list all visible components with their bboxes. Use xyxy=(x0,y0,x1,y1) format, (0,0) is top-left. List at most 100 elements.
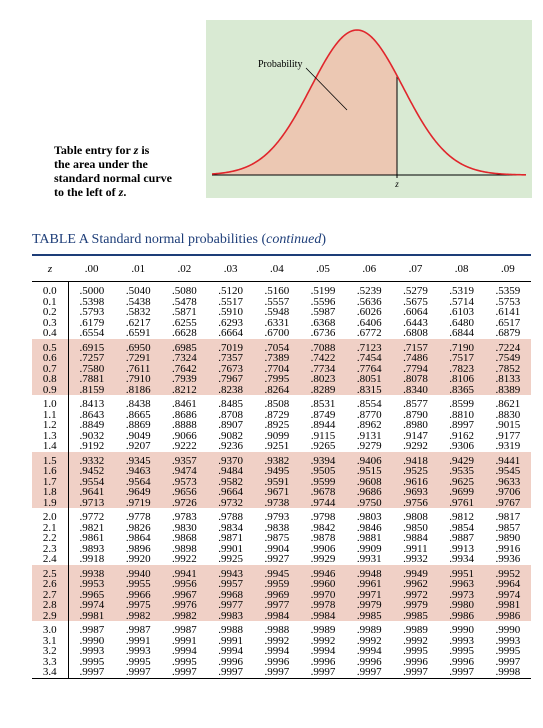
probability-cell: .7389 xyxy=(253,353,300,364)
probability-cell: .9968 xyxy=(207,589,254,600)
probability-cell: .6217 xyxy=(125,316,151,329)
probability-cell: .6808 xyxy=(403,327,428,339)
probability-cell: .8749 xyxy=(310,408,336,421)
probability-cell: .9943 xyxy=(207,564,254,579)
probability-cell: .9973 xyxy=(438,589,485,600)
column-header: .07 xyxy=(392,256,439,282)
table-row: 0.7.7580.7611.7642.7673.7704.7734.7764.7… xyxy=(32,363,531,374)
probability-cell: .6331 xyxy=(264,316,290,329)
z-value-cell: 1.3 xyxy=(32,430,69,441)
probability-cell: .7764 xyxy=(346,363,393,374)
probability-cell: .6950 xyxy=(115,338,162,353)
probability-cell: .9798 xyxy=(310,511,336,523)
column-header: .04 xyxy=(253,256,300,282)
probability-cell: .8962 xyxy=(356,419,382,431)
z-value-cell: 0.9 xyxy=(32,384,69,395)
table-row: 2.8.9974.9975.9976.9977.9977.9978.9979.9… xyxy=(32,600,531,611)
probability-cell: .5239 xyxy=(356,285,382,297)
probability-cell: .9744 xyxy=(299,497,347,508)
z-value-cell: 1.7 xyxy=(32,476,69,487)
table-row: 0.2 .5793 .5832 .5871 .5910 .5948 .5987 .6026 .6… xyxy=(32,307,531,318)
probability-cell: .9864 xyxy=(125,532,151,544)
probability-cell: .9826 xyxy=(125,521,151,534)
z-value-cell: 3.2 xyxy=(32,646,69,657)
probability-cell: .6141 xyxy=(495,306,521,318)
probability-cell: .9990 xyxy=(79,634,105,647)
probability-cell: .9948 xyxy=(346,564,393,579)
probability-cell: .9911 xyxy=(403,542,428,555)
probability-cell: .9591 xyxy=(253,476,300,487)
probability-cell: .9066 xyxy=(172,429,197,442)
probability-cell: .9940 xyxy=(115,564,162,579)
probability-cell: .9994 xyxy=(172,645,197,657)
z-value-cell: 1.1 xyxy=(32,409,69,420)
probability-cell: .9938 xyxy=(68,564,116,579)
probability-cell: .7454 xyxy=(346,353,393,364)
probability-cell: .9505 xyxy=(299,466,347,477)
probability-cell: .7157 xyxy=(392,338,439,353)
probability-cell: .8212 xyxy=(161,384,208,395)
z-value-cell: 0.0 xyxy=(32,281,69,297)
probability-cell: .9881 xyxy=(356,532,382,544)
z-value-cell: 2.5 xyxy=(32,564,69,579)
probability-cell: .9980 xyxy=(438,600,485,611)
probability-cell: .9967 xyxy=(161,589,208,600)
z-value-cell: 2.0 xyxy=(32,508,69,523)
z-value-cell: 1.2 xyxy=(32,420,69,431)
probability-cell: .9821 xyxy=(79,521,105,534)
probability-cell: .9927 xyxy=(264,553,290,565)
probability-cell: .9896 xyxy=(125,542,151,555)
probability-cell: .9515 xyxy=(346,466,393,477)
probability-cell: .9996 xyxy=(403,655,428,668)
probability-cell: .9916 xyxy=(495,542,521,555)
table-row: 2.9.9981.9982.9982.9983.9984.9984.9985.9… xyxy=(32,610,531,621)
probability-cell: .9838 xyxy=(264,521,290,534)
z-value-cell: 1.4 xyxy=(32,441,69,452)
probability-cell: .9545 xyxy=(484,466,531,477)
probability-cell: .9981 xyxy=(68,610,116,621)
z-value-cell: 2.3 xyxy=(32,543,69,554)
probability-cell: .9977 xyxy=(253,600,300,611)
probability-cell: .8531 xyxy=(310,398,336,410)
probability-cell: .5517 xyxy=(218,295,243,308)
probability-cell: .9989 xyxy=(310,624,336,636)
probability-cell: .9978 xyxy=(299,600,347,611)
probability-cell: .9761 xyxy=(438,497,485,508)
probability-cell: .9699 xyxy=(438,487,485,498)
probability-cell: .9582 xyxy=(207,476,254,487)
z-axis-label: z xyxy=(394,179,399,189)
probability-cell: .6700 xyxy=(264,327,290,339)
z-value-cell: 0.2 xyxy=(32,307,69,318)
probability-cell: .7823 xyxy=(438,363,485,374)
probability-cell: .7517 xyxy=(438,353,485,364)
probability-cell: .8186 xyxy=(115,384,162,395)
probability-cell: .6772 xyxy=(356,327,382,339)
probability-cell: .7910 xyxy=(115,374,162,385)
table-row: 1.2 .8849 .8869 .8888 .8907 .8925 .8944 .8962 .8… xyxy=(32,420,531,431)
probability-cell: .9952 xyxy=(484,564,531,579)
probability-cell: .9932 xyxy=(403,553,428,565)
probability-cell: .9995 xyxy=(403,645,428,657)
table-row: 3.3 .9995 .9995 .9995 .9996 .9996 .9996 .9996 .9… xyxy=(32,655,531,668)
probability-cell: .6064 xyxy=(403,306,428,318)
probability-cell: .8485 xyxy=(218,398,243,410)
probability-cell: .9871 xyxy=(218,532,243,544)
table-row: 2.4 .9918 .9920 .9922 .9925 .9927 .9929 .9931 .9… xyxy=(32,554,531,565)
probability-cell: .9306 xyxy=(449,440,475,452)
probability-cell: .9994 xyxy=(356,645,382,657)
probability-cell: .8621 xyxy=(495,398,521,410)
z-value-cell: 0.8 xyxy=(32,374,69,385)
probability-cell: .8944 xyxy=(310,419,336,431)
probability-cell: .5948 xyxy=(264,306,290,318)
probability-cell: .5987 xyxy=(310,306,336,318)
probability-cell: .5000 xyxy=(79,285,105,297)
probability-cell: .7422 xyxy=(299,353,347,364)
probability-cell: .6368 xyxy=(310,316,336,329)
probability-cell: .9418 xyxy=(392,451,439,466)
probability-cell: .9890 xyxy=(495,532,521,544)
probability-cell: .9887 xyxy=(449,532,475,544)
probability-cell: .9998 xyxy=(484,667,531,679)
probability-cell: .8023 xyxy=(299,374,347,385)
probability-cell: .6985 xyxy=(161,338,208,353)
probability-cell: .9783 xyxy=(172,511,197,523)
